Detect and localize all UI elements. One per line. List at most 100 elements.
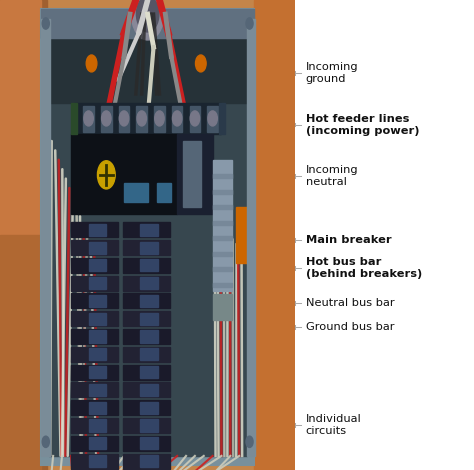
Bar — [140, 313, 158, 325]
Bar — [213, 221, 232, 225]
Bar — [101, 106, 111, 132]
Bar — [89, 419, 106, 431]
Bar — [71, 400, 118, 415]
Bar — [89, 348, 106, 360]
Bar — [140, 402, 158, 414]
Bar — [213, 283, 232, 287]
Bar — [207, 106, 218, 132]
Bar — [49, 19, 246, 103]
Bar — [89, 402, 106, 414]
Bar — [213, 294, 232, 320]
Text: Neutral bus bar: Neutral bus bar — [306, 298, 394, 308]
Text: Hot bus bar
(behind breakers): Hot bus bar (behind breakers) — [306, 257, 422, 279]
Circle shape — [86, 55, 97, 72]
Circle shape — [119, 111, 129, 126]
Bar — [0, 0, 41, 235]
Bar — [123, 347, 170, 362]
Bar — [71, 365, 118, 380]
Bar — [89, 259, 106, 272]
Bar — [71, 293, 118, 308]
Bar — [89, 295, 106, 307]
Text: Hot feeder lines
(incoming power): Hot feeder lines (incoming power) — [306, 114, 419, 135]
Circle shape — [137, 0, 159, 32]
Bar — [140, 455, 158, 467]
Bar — [89, 242, 106, 254]
Bar — [89, 330, 106, 343]
Bar — [49, 19, 246, 456]
Bar — [154, 106, 165, 132]
Bar — [0, 235, 41, 470]
Bar — [137, 106, 147, 132]
Bar — [123, 436, 170, 451]
Bar — [74, 103, 221, 134]
Circle shape — [208, 111, 218, 126]
Bar — [123, 222, 170, 237]
Bar — [41, 9, 254, 465]
Bar — [123, 240, 170, 255]
Bar — [89, 455, 106, 467]
Bar — [89, 224, 106, 236]
Bar — [246, 19, 255, 456]
Text: Main breaker: Main breaker — [306, 235, 392, 245]
Circle shape — [42, 18, 49, 29]
Bar — [41, 19, 50, 456]
Bar — [89, 437, 106, 449]
Bar — [123, 293, 170, 308]
Bar — [190, 106, 200, 132]
Bar — [89, 384, 106, 396]
Bar — [71, 103, 77, 134]
Circle shape — [42, 436, 49, 447]
Bar — [89, 366, 106, 378]
Bar — [71, 222, 118, 237]
Bar — [140, 295, 158, 307]
Circle shape — [98, 161, 115, 189]
Bar — [71, 240, 118, 255]
Bar — [41, 9, 254, 38]
Bar — [123, 400, 170, 415]
Bar — [236, 207, 253, 263]
Bar — [140, 259, 158, 272]
Bar — [213, 190, 232, 194]
Bar — [213, 252, 232, 256]
Bar — [123, 258, 170, 273]
Bar — [71, 383, 118, 398]
Bar — [123, 311, 170, 326]
Circle shape — [246, 18, 253, 29]
Bar — [156, 183, 171, 202]
Circle shape — [131, 0, 164, 40]
Bar — [71, 134, 177, 214]
Bar — [177, 134, 213, 214]
Bar — [140, 366, 158, 378]
Bar — [140, 437, 158, 449]
Bar — [123, 383, 170, 398]
Bar — [124, 183, 148, 202]
Bar — [71, 436, 118, 451]
Bar — [71, 347, 118, 362]
Bar — [140, 242, 158, 254]
Circle shape — [155, 111, 164, 126]
Bar — [123, 276, 170, 290]
Circle shape — [84, 111, 93, 126]
Bar — [213, 236, 232, 240]
Bar — [140, 348, 158, 360]
Bar — [123, 365, 170, 380]
Text: Individual
circuits: Individual circuits — [306, 415, 362, 436]
Bar — [140, 224, 158, 236]
Bar — [123, 329, 170, 344]
Bar — [140, 277, 158, 289]
Bar — [219, 103, 225, 134]
Bar — [71, 276, 118, 290]
Bar — [71, 418, 118, 433]
Bar — [123, 418, 170, 433]
Bar — [172, 106, 182, 132]
Bar — [83, 106, 94, 132]
Bar — [118, 106, 129, 132]
Bar — [71, 329, 118, 344]
Circle shape — [190, 111, 200, 126]
Bar — [213, 267, 232, 271]
Bar — [0, 0, 47, 470]
Bar — [89, 277, 106, 289]
Text: Incoming
neutral: Incoming neutral — [306, 165, 358, 187]
Circle shape — [173, 111, 182, 126]
Circle shape — [137, 111, 146, 126]
